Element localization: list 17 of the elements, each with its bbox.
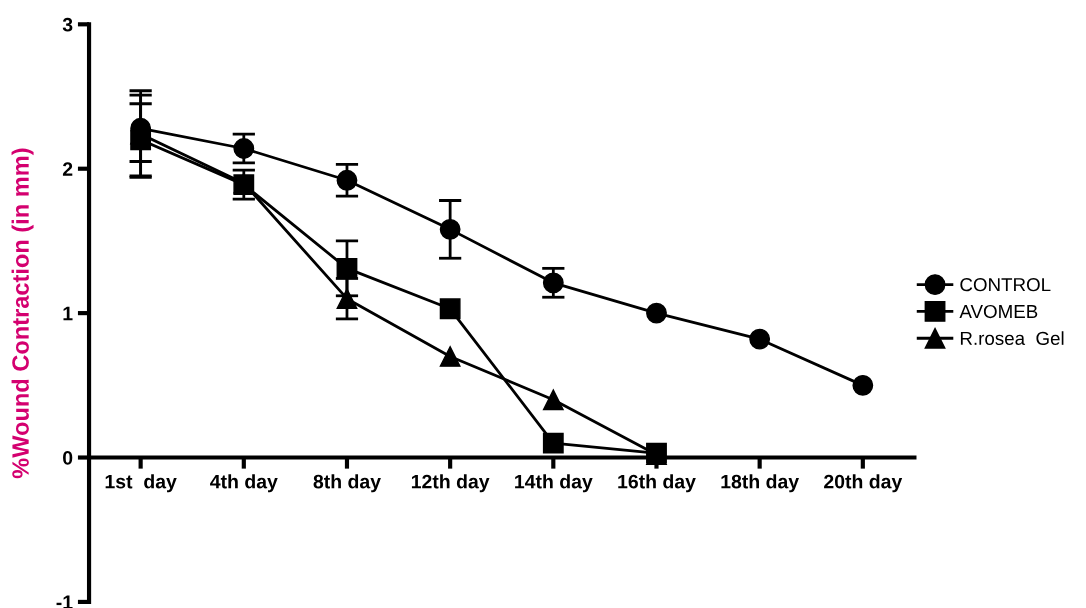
y-tick-label: 0 bbox=[63, 450, 73, 465]
x-tick-label: 14th day bbox=[515, 474, 593, 493]
legend-label: AVOMEB bbox=[959, 304, 1038, 319]
x-tick-label: 12th day bbox=[411, 474, 490, 493]
y-tick-label: 2 bbox=[62, 162, 73, 176]
x-tick-label: 4th day bbox=[210, 474, 278, 493]
y-tick-label: 1 bbox=[63, 306, 73, 321]
y-tick-label: -1 bbox=[56, 595, 73, 608]
x-tick-label: 18th day bbox=[721, 474, 799, 493]
y-tick-label: 3 bbox=[62, 17, 73, 32]
x-tick-label: 20th day bbox=[824, 474, 903, 493]
x-tick-label: 8th day bbox=[313, 474, 381, 493]
x-tick-label: 1st day bbox=[105, 474, 177, 493]
legend-label: CONTROL bbox=[960, 278, 1051, 292]
x-tick-label: 16th day bbox=[618, 474, 696, 493]
y-axis-title: %Wound Contraction (in mm) bbox=[11, 148, 34, 479]
legend-label: R.rosea Gel bbox=[960, 331, 1064, 346]
